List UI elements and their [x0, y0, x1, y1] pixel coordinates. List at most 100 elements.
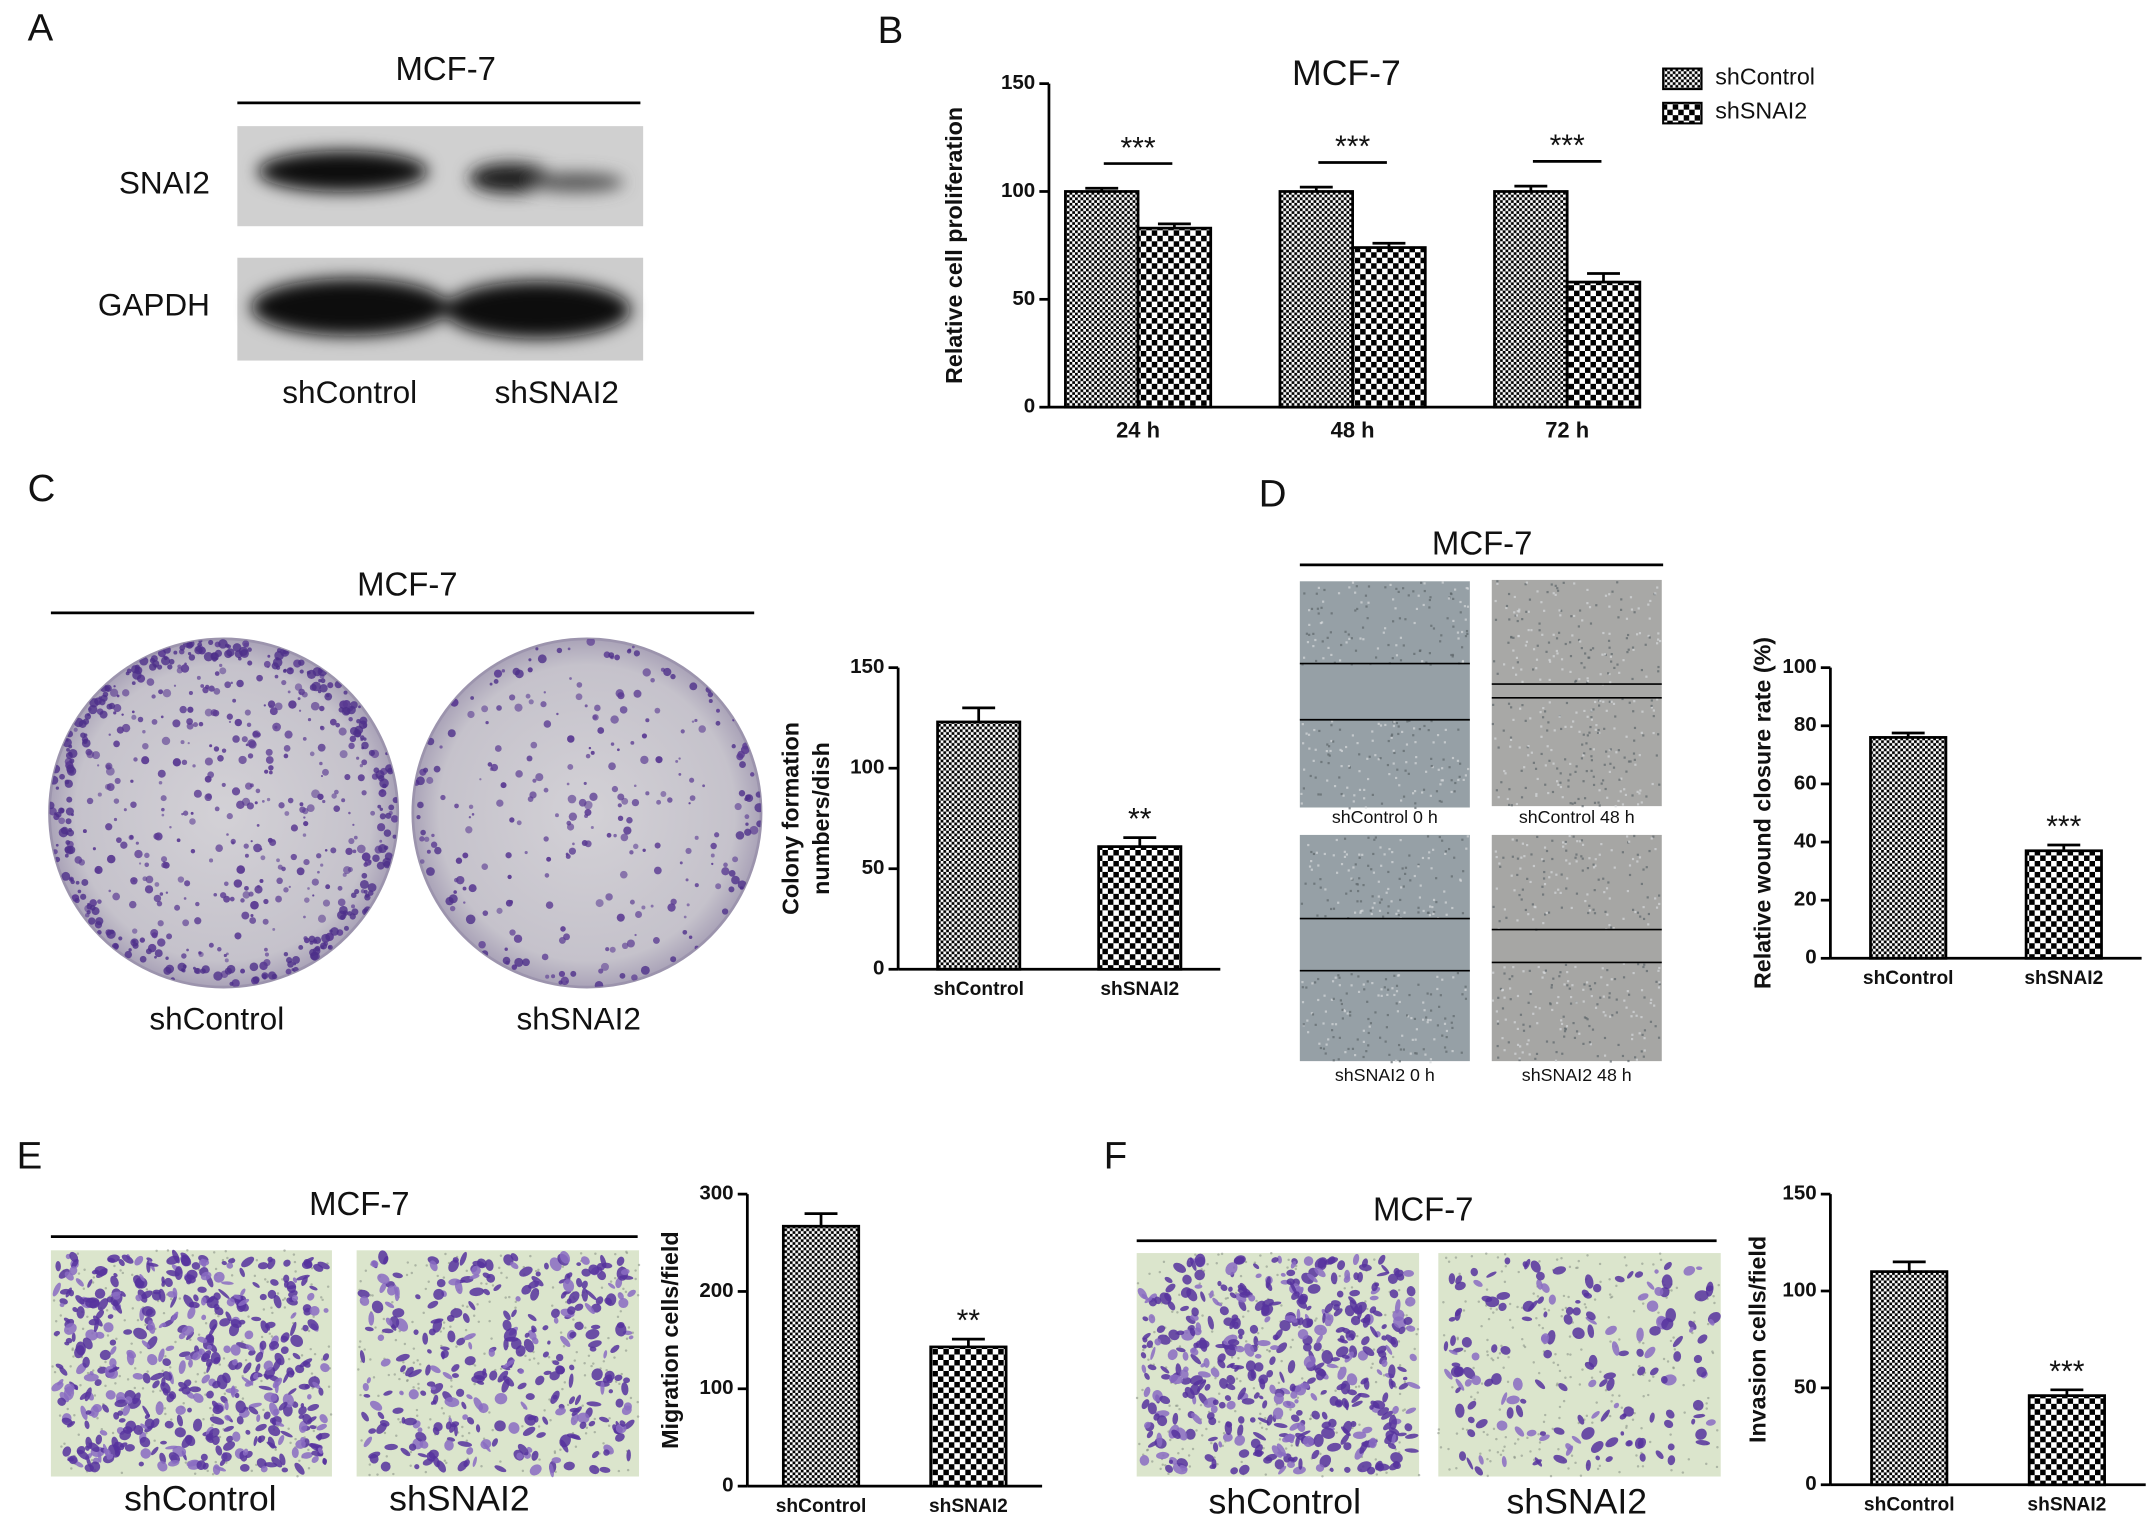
pore [90, 1458, 94, 1462]
colony [324, 849, 328, 852]
stained-cell [272, 1358, 282, 1372]
stained-cell [292, 1352, 301, 1360]
colony [598, 968, 604, 974]
colony [217, 754, 224, 762]
colony [203, 651, 214, 662]
colony [303, 816, 306, 819]
pore [196, 1373, 199, 1376]
colony [130, 801, 137, 808]
stained-cell [1541, 1283, 1550, 1293]
colony [86, 797, 94, 805]
pore [1235, 1377, 1239, 1380]
cell-texture [1654, 1025, 1657, 1028]
colony [182, 919, 190, 927]
stained-cell [569, 1331, 577, 1339]
pore [96, 1417, 99, 1420]
cell-texture [1317, 793, 1320, 796]
pore [625, 1250, 628, 1254]
invasion-title: MCF-7 [1373, 1191, 1474, 1228]
stained-cell [1673, 1351, 1682, 1362]
pore [514, 1300, 518, 1304]
colony [247, 739, 256, 748]
y-tick-label: 0 [1805, 1472, 1816, 1495]
colony [317, 743, 326, 752]
cell-texture [1395, 587, 1398, 590]
cell-texture [1565, 701, 1569, 705]
pore [1444, 1256, 1448, 1260]
colony [610, 715, 619, 724]
stained-cell [1467, 1400, 1477, 1410]
cell-texture [1517, 634, 1520, 638]
cell-texture [1515, 839, 1518, 842]
cell-texture [1503, 972, 1506, 975]
stained-cell [200, 1352, 210, 1363]
cell-texture [1639, 915, 1642, 918]
cell-texture [1521, 680, 1524, 683]
cell-texture [1613, 666, 1616, 670]
stained-cell [1191, 1307, 1199, 1317]
colony [526, 755, 533, 762]
colony [348, 717, 353, 722]
stained-cell [436, 1279, 446, 1288]
colony [192, 722, 199, 728]
colony [231, 841, 235, 845]
stained-cell [1350, 1420, 1357, 1428]
cell-texture [1395, 654, 1399, 657]
pore [260, 1379, 263, 1383]
colony [226, 833, 229, 836]
colony [570, 970, 577, 977]
cell-texture [1327, 646, 1330, 650]
cell-texture [1458, 775, 1461, 778]
stained-cell [1176, 1458, 1188, 1468]
stained-cell [1343, 1442, 1352, 1451]
pore [1513, 1455, 1516, 1459]
wound-image [1299, 834, 1470, 1062]
pore [592, 1362, 595, 1365]
colony [208, 942, 214, 948]
cell-texture [1466, 605, 1470, 608]
stained-cell [560, 1335, 571, 1347]
cell-texture [1372, 871, 1376, 874]
stained-cell [1451, 1362, 1461, 1368]
stained-cell [581, 1280, 588, 1289]
pore [1561, 1308, 1564, 1312]
cell-texture [1388, 773, 1391, 776]
cell-texture [1317, 998, 1320, 1002]
stained-cell [430, 1400, 437, 1405]
stained-cell [226, 1435, 234, 1443]
stained-cell [1458, 1451, 1467, 1461]
pore [1187, 1454, 1191, 1457]
pore [247, 1315, 250, 1318]
stained-cell [1313, 1342, 1322, 1352]
colony [231, 787, 241, 796]
cell-texture [1397, 732, 1400, 736]
stained-cell [586, 1401, 602, 1407]
pore [1538, 1441, 1542, 1444]
colony [84, 713, 92, 720]
colony [242, 640, 250, 648]
cell-texture [1337, 974, 1340, 977]
cell-texture [1438, 1005, 1441, 1008]
cell-texture [1625, 1006, 1628, 1009]
cell-texture [1497, 1056, 1500, 1059]
cell-texture [1514, 614, 1517, 617]
cell-texture [1347, 1047, 1350, 1051]
cell-texture [1643, 1029, 1647, 1032]
cell-texture [1598, 731, 1601, 735]
cell-texture [1429, 993, 1433, 996]
stained-cell [1237, 1284, 1245, 1291]
cell-texture [1503, 908, 1507, 911]
colony [182, 964, 187, 969]
pore [1385, 1471, 1388, 1474]
pore [1264, 1473, 1268, 1476]
pore [1338, 1274, 1342, 1278]
pore [214, 1460, 217, 1464]
pore [1666, 1360, 1670, 1363]
cell-texture [1441, 779, 1444, 782]
cell-texture [1551, 857, 1554, 861]
stained-cell [547, 1340, 551, 1345]
band [257, 150, 428, 192]
stained-cell [150, 1446, 159, 1456]
colony [745, 822, 749, 826]
cell-texture [1594, 858, 1597, 861]
